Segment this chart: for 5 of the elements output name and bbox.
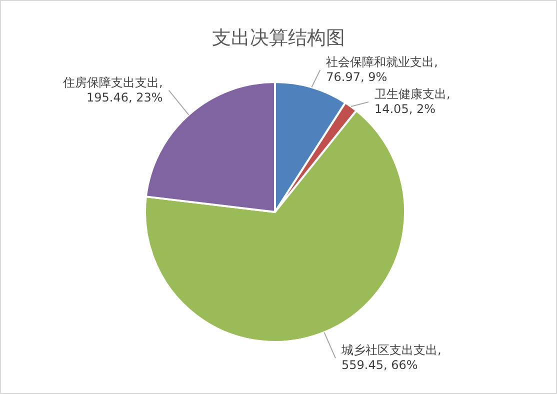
chart-title: 支出决算结构图 xyxy=(212,27,345,49)
slice-label: 卫生健康支出, 14.05, 2% xyxy=(374,87,450,116)
slice-label: 住房保障支出支出, 195.46, 23% xyxy=(62,75,163,104)
slice-label: 社会保障和就业支出, 76.97, 9% xyxy=(326,55,438,84)
slice-label: 城乡社区支出支出, 559.45, 66% xyxy=(340,343,442,372)
